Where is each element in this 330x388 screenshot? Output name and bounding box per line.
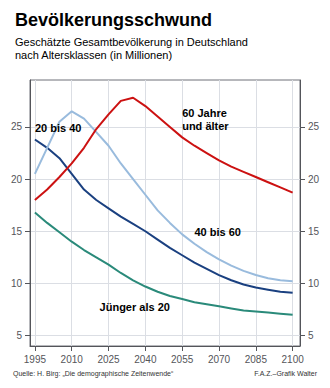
svg-text:Quelle: H. Birg: „Die demograp: Quelle: H. Birg: „Die demographische Zei… bbox=[13, 370, 174, 378]
svg-text:nach Altersklassen (in Million: nach Altersklassen (in Millionen) bbox=[15, 49, 172, 61]
svg-text:2100: 2100 bbox=[282, 354, 305, 365]
svg-text:10: 10 bbox=[11, 278, 23, 289]
svg-text:Geschätzte Gesamtbevölkerung i: Geschätzte Gesamtbevölkerung in Deutschl… bbox=[15, 36, 248, 48]
svg-text:und älter: und älter bbox=[182, 120, 229, 132]
svg-text:20: 20 bbox=[11, 174, 23, 185]
svg-text:20: 20 bbox=[308, 174, 320, 185]
svg-text:60 Jahre: 60 Jahre bbox=[182, 107, 227, 119]
svg-text:15: 15 bbox=[11, 226, 23, 237]
svg-text:2055: 2055 bbox=[171, 354, 194, 365]
svg-text:Bevölkerungsschwund: Bevölkerungsschwund bbox=[15, 10, 212, 30]
svg-text:Jünger als 20: Jünger als 20 bbox=[100, 301, 170, 313]
svg-text:F.A.Z.–Grafik Walter: F.A.Z.–Grafik Walter bbox=[254, 370, 317, 377]
svg-text:10: 10 bbox=[308, 278, 320, 289]
svg-text:2025: 2025 bbox=[97, 354, 120, 365]
svg-text:40 bis 60: 40 bis 60 bbox=[194, 226, 240, 238]
svg-text:2070: 2070 bbox=[208, 354, 231, 365]
svg-text:25: 25 bbox=[11, 121, 23, 132]
svg-text:2040: 2040 bbox=[134, 354, 157, 365]
svg-text:5: 5 bbox=[308, 330, 314, 341]
svg-text:15: 15 bbox=[308, 226, 320, 237]
svg-text:2085: 2085 bbox=[245, 354, 268, 365]
svg-text:20 bis 40: 20 bis 40 bbox=[35, 122, 81, 134]
svg-text:1995: 1995 bbox=[24, 354, 47, 365]
svg-text:25: 25 bbox=[308, 121, 320, 132]
svg-text:5: 5 bbox=[16, 330, 22, 341]
svg-text:2010: 2010 bbox=[61, 354, 84, 365]
